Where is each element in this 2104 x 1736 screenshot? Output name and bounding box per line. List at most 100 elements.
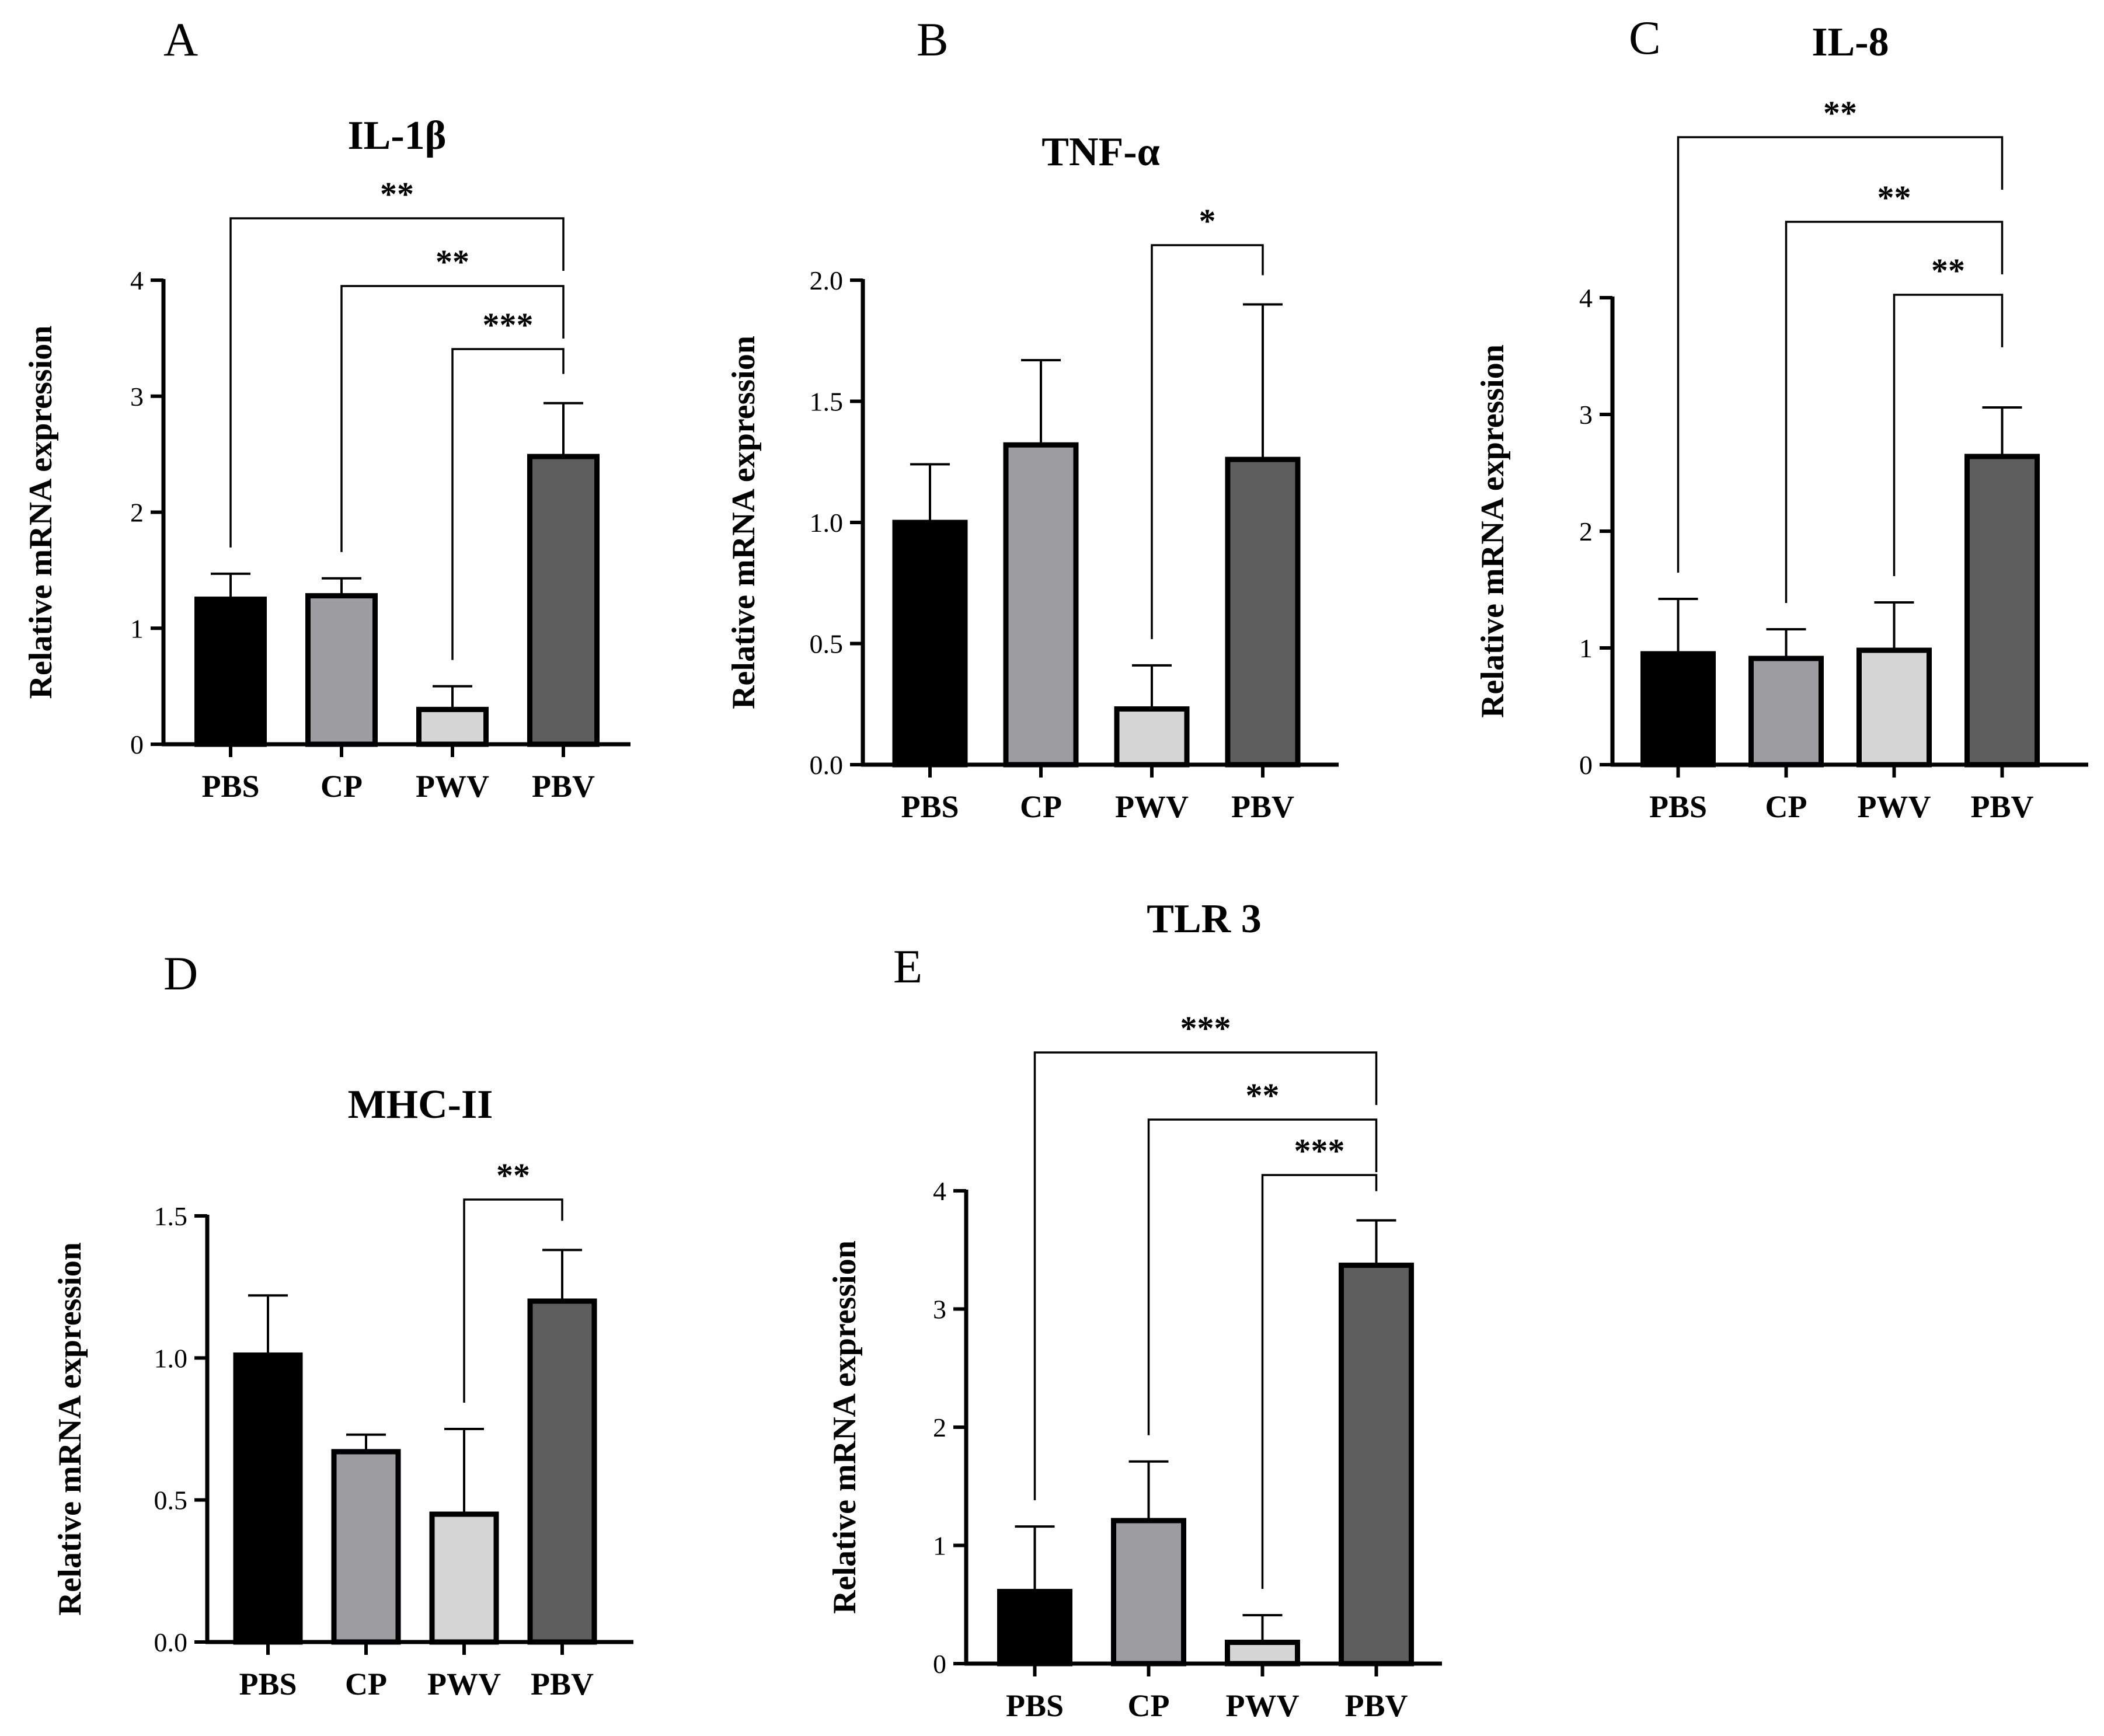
panel-letter: E	[893, 940, 922, 993]
bar-pbs	[194, 597, 267, 747]
y-tick-label: 0.0	[810, 750, 844, 780]
x-tick-label-pbs: PBS	[239, 1667, 297, 1702]
y-axis-label: Relative mRNA expression	[726, 336, 762, 709]
chart-title: MHC-II	[348, 1082, 493, 1127]
panel-letter: D	[163, 947, 198, 1000]
y-tick-label: 4	[1579, 283, 1593, 313]
y-tick-label: 2.0	[810, 266, 844, 295]
panel-c: C IL-8 Relative mRNA expression 0 1 2 3 4 PBS CP P…	[1475, 11, 2088, 824]
bar-pbv	[527, 454, 600, 747]
y-tick-label: 0	[1579, 750, 1593, 780]
y-tick-label: 3	[130, 382, 144, 412]
significance-label: **	[436, 243, 469, 281]
significance-bracket	[1893, 294, 2004, 576]
x-tick-label-pbs: PBS	[201, 769, 259, 804]
y-axis-label: Relative mRNA expression	[827, 1240, 863, 1614]
bar-pbs	[233, 1352, 303, 1645]
significance-bracket	[1261, 1174, 1378, 1589]
significance-label: ***	[1294, 1132, 1345, 1170]
bar-pwv	[1856, 647, 1932, 768]
significance-bracket	[1147, 1118, 1378, 1435]
x-tick-label-cp: CP	[321, 769, 363, 804]
significance-label: *	[1199, 202, 1216, 240]
x-tick-label-pwv: PWV	[427, 1667, 501, 1702]
bar-pwv	[1225, 1640, 1300, 1667]
bar-pwv	[1114, 706, 1190, 768]
panel-letter: B	[917, 13, 949, 66]
significance-label: **	[1877, 179, 1911, 217]
y-tick-label: 3	[1579, 400, 1593, 430]
panel-letter: C	[1629, 11, 1661, 64]
x-tick-label-pbv: PBV	[532, 769, 595, 804]
bar-cp	[305, 593, 378, 747]
y-tick-label: 1	[933, 1531, 946, 1561]
significance-label: ***	[483, 306, 534, 344]
chart-title: TNF-α	[1041, 130, 1159, 175]
panel-a: A IL-1β Relative mRNA expression 0 1 2 3 4 PBS CP…	[23, 13, 630, 804]
x-tick-label-pwv: PWV	[1226, 1688, 1300, 1723]
x-tick-label-pbs: PBS	[901, 789, 959, 824]
y-tick-label: 2	[933, 1413, 946, 1442]
significance-bracket	[1151, 244, 1264, 639]
y-tick-label: 1.0	[154, 1343, 188, 1373]
significance-label: **	[496, 1156, 530, 1194]
chart-title: TLR 3	[1147, 897, 1261, 942]
y-tick-label: 1.5	[154, 1201, 188, 1231]
y-tick-label: 3	[933, 1295, 946, 1324]
x-tick-label-pbv: PBV	[1971, 789, 2034, 824]
y-tick-label: 1	[130, 613, 144, 643]
y-axis-label: Relative mRNA expression	[52, 1242, 88, 1616]
x-tick-label-pwv: PWV	[1858, 789, 1931, 824]
significance-label: **	[380, 175, 414, 213]
significance-bracket	[1677, 136, 2004, 573]
y-tick-label: 4	[130, 266, 144, 295]
y-tick-label: 2	[130, 498, 144, 528]
panel-e: E TLR 3 Relative mRNA expression 0 1 2 3 4 PBS CP…	[827, 897, 1442, 1723]
y-tick-label: 1.5	[810, 387, 844, 417]
panel-d: D MHC-II Relative mRNA expression 0.0 0.5 1.0…	[52, 947, 633, 1702]
x-tick-label-pbs: PBS	[1649, 789, 1707, 824]
significance-bracket	[463, 1198, 563, 1403]
y-axis-label: Relative mRNA expression	[23, 326, 59, 699]
significance-bracket	[451, 348, 565, 660]
chart-title: IL-8	[1812, 20, 1889, 65]
x-tick-label-pbv: PBV	[1345, 1688, 1408, 1723]
significance-label: **	[1823, 94, 1857, 132]
y-tick-label: 0	[933, 1649, 946, 1679]
y-axis-label: Relative mRNA expression	[1475, 344, 1511, 718]
y-tick-label: 0.5	[810, 629, 844, 659]
x-tick-label-pbv: PBV	[1231, 789, 1294, 824]
bar-pbv	[1964, 454, 2040, 768]
significance-label: **	[1931, 252, 1965, 290]
panel-b: B TNF-α Relative mRNA expression 0.0 0.5 1.0 1…	[726, 13, 1339, 824]
significance-bracket	[1785, 221, 2004, 603]
x-tick-label-pbv: PBV	[531, 1667, 594, 1702]
bar-cp	[1748, 656, 1824, 768]
bar-pbs	[1640, 651, 1716, 768]
y-tick-label: 0.0	[154, 1627, 188, 1657]
x-tick-label-pwv: PWV	[416, 769, 489, 804]
y-tick-label: 4	[933, 1176, 946, 1206]
x-tick-label-cp: CP	[345, 1667, 387, 1702]
y-tick-label: 1.0	[810, 508, 844, 538]
x-tick-label-cp: CP	[1128, 1688, 1170, 1723]
bar-pwv	[429, 1511, 499, 1645]
significance-label: **	[1246, 1076, 1280, 1114]
x-tick-label-pbs: PBS	[1006, 1688, 1064, 1723]
panel-letter: A	[163, 13, 198, 66]
significance-bracket	[340, 285, 565, 552]
bar-pbv	[1225, 456, 1301, 768]
bar-cp	[1003, 442, 1079, 768]
bar-cp	[1111, 1518, 1186, 1667]
x-tick-label-cp: CP	[1020, 789, 1062, 824]
significance-bracket	[1033, 1051, 1378, 1501]
significance-label: ***	[1180, 1009, 1231, 1047]
bar-pbv	[527, 1298, 597, 1645]
y-tick-label: 0	[130, 730, 144, 759]
y-tick-label: 0.5	[154, 1486, 188, 1515]
bar-cp	[331, 1449, 401, 1645]
y-tick-label: 2	[1579, 517, 1593, 546]
x-tick-label-pwv: PWV	[1115, 789, 1189, 824]
